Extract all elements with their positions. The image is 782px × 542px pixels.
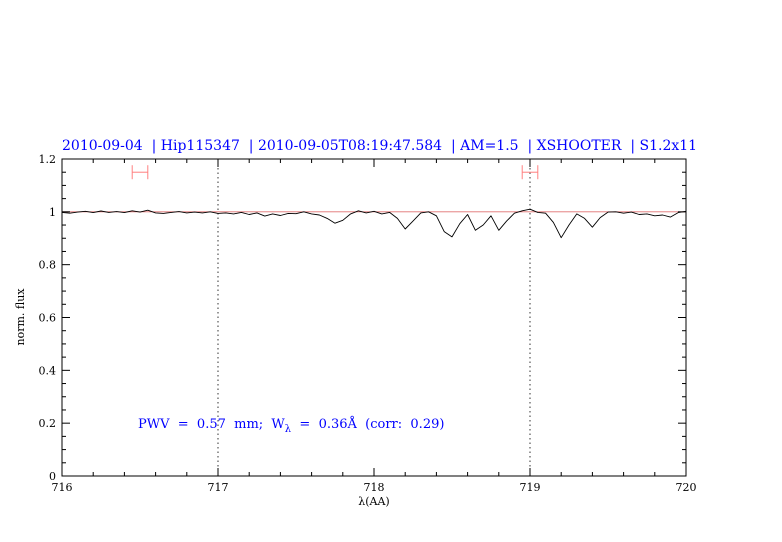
annotation-main: PWV = 0.57 mm; W [138,417,285,432]
y-tick-label: 0.4 [39,364,57,377]
x-tick-label: 719 [520,481,541,494]
x-tick-label: 720 [676,481,697,494]
x-tick-label: 716 [52,481,73,494]
chart-title: 2010-09-04 | Hip115347 | 2010-09-05T08:1… [62,138,697,154]
range-marker [521,165,539,180]
annotation-rest: = 0.36Å (corr: 0.29) [291,416,444,432]
plot-frame [61,158,687,477]
annotation-subscript: λ [285,424,292,435]
pwv-annotation: PWV = 0.57 mm; Wλ = 0.36Å (corr: 0.29) [138,416,444,435]
x-tick-label: 718 [364,481,385,494]
y-tick-label: 0.6 [39,312,57,325]
y-tick-label: 0.8 [39,259,57,272]
y-tick-label: 0 [49,470,56,483]
y-tick-label: 1.2 [39,153,57,166]
y-axis-label: norm. flux [14,288,27,346]
range-marker [131,165,149,180]
x-tick-label: 717 [208,481,229,494]
x-axis-label: λ(AA) [358,495,389,508]
spectrum-line [61,208,687,239]
y-tick-label: 1 [49,206,56,219]
y-tick-label: 0.2 [39,417,57,430]
